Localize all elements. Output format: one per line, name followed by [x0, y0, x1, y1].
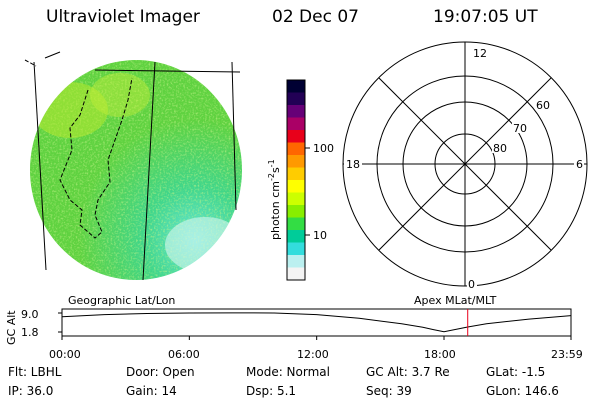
colorbar-strip	[287, 142, 305, 156]
mlt-label-12: 12	[473, 47, 487, 60]
colorbar-tick-100: 100	[313, 142, 334, 155]
colorbar-strip	[287, 217, 305, 231]
glon-status: GLon: 146.6	[486, 384, 559, 398]
colorbar-strip	[287, 130, 305, 143]
colorbar-strip	[287, 117, 305, 131]
uv-earth-image	[30, 60, 242, 280]
alt-xtick-00: 00:00	[49, 348, 81, 361]
colorbar-strips	[287, 80, 305, 281]
instrument-title: Ultraviolet Imager	[46, 7, 200, 27]
alt-ytick-9: 9.0	[21, 308, 39, 321]
mlt-label-6: 6	[576, 158, 583, 171]
polar-projection-label: Apex MLat/MLT	[414, 294, 497, 307]
alt-ylabel: GC Alt	[5, 310, 18, 345]
alt-xtick-12: 12:00	[297, 348, 329, 361]
altitude-series-line	[61, 312, 572, 333]
colorbar-strip	[287, 155, 305, 168]
colorbar-strip	[287, 242, 305, 256]
colorbar-strip	[287, 205, 305, 218]
alt-xtick-06: 06:00	[168, 348, 200, 361]
colorbar-strip	[287, 230, 305, 243]
colorbar-strip	[287, 267, 305, 281]
alt-ytick-1-8: 1.8	[21, 326, 39, 339]
colorbar-strip	[287, 167, 305, 181]
alt-xtick-marks	[61, 336, 572, 340]
colorbar-tick-10: 10	[313, 229, 327, 242]
colorbar-strip	[287, 80, 305, 93]
polar-labels: 12 18 6 0 60 70 80	[344, 47, 584, 291]
glat-status: GLat: -1.5	[486, 365, 546, 379]
colorbar-strip	[287, 105, 305, 118]
dsp-status: Dsp: 5.1	[246, 384, 297, 398]
filter-status: Flt: LBHL	[8, 365, 62, 379]
mlt-label-18: 18	[346, 158, 360, 171]
colorbar-unit-label: photon cm-2s-1	[267, 159, 282, 240]
mode-status: Mode: Normal	[246, 365, 330, 379]
gain-status: Gain: 14	[126, 384, 177, 398]
mlat-label-60: 60	[536, 99, 550, 112]
alt-xtick-18: 18:00	[424, 348, 456, 361]
gc-alt-status: GC Alt: 3.7 Re	[366, 365, 450, 379]
colorbar-strip	[287, 192, 305, 206]
mlat-label-80: 80	[493, 142, 507, 155]
colorbar-strip	[287, 255, 305, 268]
coastline	[24, 59, 133, 239]
seq-status: Seq: 39	[366, 384, 412, 398]
colorbar-strip	[287, 92, 305, 106]
geographic-grid	[33, 51, 241, 281]
ip-status: IP: 36.0	[8, 384, 54, 398]
time-label: 19:07:05 UT	[433, 7, 538, 27]
mlt-label-0: 0	[468, 278, 475, 291]
polar-plot	[342, 41, 588, 287]
colorbar-strip	[287, 180, 305, 193]
map-projection-label: Geographic Lat/Lon	[68, 294, 175, 307]
mlat-label-70: 70	[513, 122, 527, 135]
altitude-plot: 9.0 1.8 GC Alt 00:00 06:00 12:00 18:00 2…	[5, 308, 583, 361]
colorbar: 100 10 photon cm-2s-1	[267, 79, 334, 281]
alt-xtick-2359: 23:59	[551, 348, 583, 361]
door-status: Door: Open	[126, 365, 195, 379]
date-label: 02 Dec 07	[272, 7, 359, 27]
